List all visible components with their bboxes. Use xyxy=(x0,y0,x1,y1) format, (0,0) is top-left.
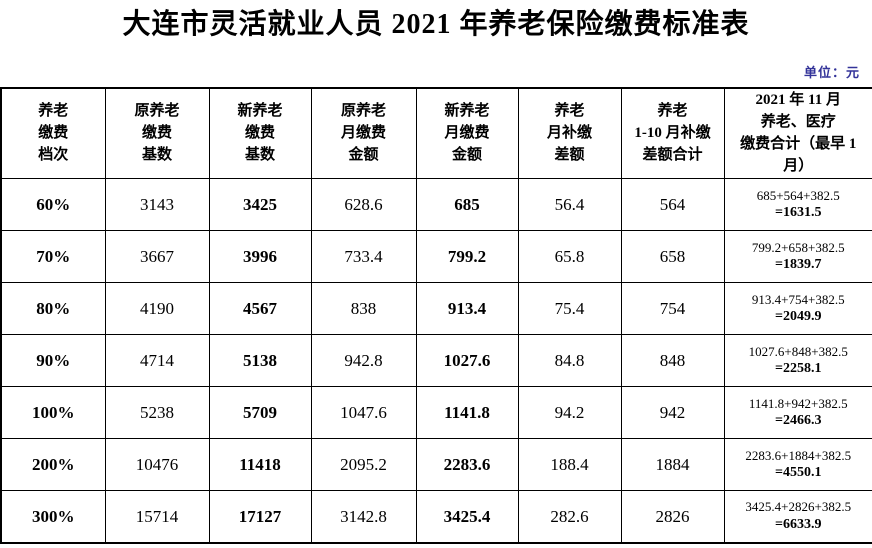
cell-level: 90% xyxy=(0,334,106,388)
cell-new-monthly: 3425.4 xyxy=(415,490,519,544)
cell-diff-total: 942 xyxy=(620,386,725,440)
cell-old-base: 4714 xyxy=(104,334,210,388)
formula-total: =2049.9 xyxy=(775,309,822,325)
cell-old-monthly: 838 xyxy=(310,282,417,336)
formula-expression: 913.4+754+382.5 xyxy=(751,291,845,307)
cell-new-base: 5138 xyxy=(208,334,312,388)
cell-new-monthly: 1027.6 xyxy=(415,334,519,388)
formula-expression: 685+564+382.5 xyxy=(756,187,840,203)
cell-new-monthly: 913.4 xyxy=(415,282,519,336)
formula-total: =1631.5 xyxy=(775,205,822,221)
cell-monthly-diff: 75.4 xyxy=(517,282,622,336)
cell-old-monthly: 733.4 xyxy=(310,230,417,284)
formula-total: =2258.1 xyxy=(775,361,822,377)
cell-old-base: 4190 xyxy=(104,282,210,336)
cell-monthly-diff: 188.4 xyxy=(517,438,622,492)
formula-total: =2466.3 xyxy=(775,413,822,429)
header-payment-level: 养老 缴费 档次 xyxy=(0,87,106,180)
page: 大连市灵活就业人员 2021 年养老保险缴费标准表 单位：元 养老 缴费 档次 … xyxy=(0,7,872,548)
cell-old-base: 5238 xyxy=(104,386,210,440)
header-old-base: 原养老 缴费 基数 xyxy=(104,87,210,180)
header-monthly-diff: 养老 月补缴 差额 xyxy=(517,87,622,180)
formula-total: =6633.9 xyxy=(775,516,822,532)
cell-monthly-diff: 282.6 xyxy=(517,490,622,544)
cell-nov-total: 799.2+658+382.5 =1839.7 xyxy=(723,230,872,284)
cell-diff-total: 1884 xyxy=(620,438,725,492)
cell-diff-total: 658 xyxy=(620,230,725,284)
cell-level: 300% xyxy=(0,490,106,544)
header-old-monthly-amount: 原养老 月缴费 金额 xyxy=(310,87,417,180)
cell-old-base: 10476 xyxy=(104,438,210,492)
cell-diff-total: 564 xyxy=(620,178,725,232)
cell-new-monthly: 1141.8 xyxy=(415,386,519,440)
formula-expression: 3425.4+2826+382.5 xyxy=(745,499,852,515)
cell-monthly-diff: 94.2 xyxy=(517,386,622,440)
cell-level: 80% xyxy=(0,282,106,336)
formula-total: =1839.7 xyxy=(775,257,822,273)
page-title: 大连市灵活就业人员 2021 年养老保险缴费标准表 xyxy=(122,9,750,40)
cell-monthly-diff: 84.8 xyxy=(517,334,622,388)
table-row-300: 300% 15714 17127 3142.8 3425.4 282.6 282… xyxy=(0,490,872,544)
header-new-base: 新养老 缴费 基数 xyxy=(208,87,312,180)
table-row-100: 100% 5238 5709 1047.6 1141.8 94.2 942 11… xyxy=(0,386,872,440)
cell-nov-total: 913.4+754+382.5 =2049.9 xyxy=(723,282,872,336)
cell-new-base: 11418 xyxy=(208,438,312,492)
cell-new-monthly: 799.2 xyxy=(415,230,519,284)
cell-new-base: 4567 xyxy=(208,282,312,336)
unit-label: 单位：元 xyxy=(803,65,860,81)
header-nov-total: 2021 年 11 月 养老、医疗 缴费合计（最早 1 月） xyxy=(723,87,872,180)
cell-new-base: 3425 xyxy=(208,178,312,232)
cell-old-monthly: 942.8 xyxy=(310,334,417,388)
cell-diff-total: 2826 xyxy=(620,490,725,544)
cell-old-monthly: 628.6 xyxy=(310,178,417,232)
cell-new-monthly: 2283.6 xyxy=(415,438,519,492)
cell-level: 100% xyxy=(0,386,106,440)
pension-rate-table: 养老 缴费 档次 原养老 缴费 基数 新养老 缴费 基数 原养老 月缴费 金额 … xyxy=(0,87,872,544)
cell-old-base: 3143 xyxy=(104,178,210,232)
cell-nov-total: 685+564+382.5 =1631.5 xyxy=(723,178,872,232)
table-row-70: 70% 3667 3996 733.4 799.2 65.8 658 799.2… xyxy=(0,230,872,284)
cell-nov-total: 1027.6+848+382.5 =2258.1 xyxy=(723,334,872,388)
cell-nov-total: 2283.6+1884+382.5 =4550.1 xyxy=(723,438,872,492)
cell-level: 200% xyxy=(0,438,106,492)
cell-old-base: 15714 xyxy=(104,490,210,544)
table-row-60: 60% 3143 3425 628.6 685 56.4 564 685+564… xyxy=(0,178,872,232)
cell-new-base: 17127 xyxy=(208,490,312,544)
formula-total: =4550.1 xyxy=(775,465,822,481)
table-row-90: 90% 4714 5138 942.8 1027.6 84.8 848 1027… xyxy=(0,334,872,388)
table-row-200: 200% 10476 11418 2095.2 2283.6 188.4 188… xyxy=(0,438,872,492)
formula-expression: 2283.6+1884+382.5 xyxy=(745,447,852,463)
cell-old-monthly: 3142.8 xyxy=(310,490,417,544)
cell-old-monthly: 1047.6 xyxy=(310,386,417,440)
cell-old-monthly: 2095.2 xyxy=(310,438,417,492)
cell-level: 70% xyxy=(0,230,106,284)
cell-new-base: 3996 xyxy=(208,230,312,284)
cell-new-base: 5709 xyxy=(208,386,312,440)
cell-nov-total: 3425.4+2826+382.5 =6633.9 xyxy=(723,490,872,544)
cell-old-base: 3667 xyxy=(104,230,210,284)
header-new-monthly-amount: 新养老 月缴费 金额 xyxy=(415,87,519,180)
cell-monthly-diff: 56.4 xyxy=(517,178,622,232)
cell-level: 60% xyxy=(0,178,106,232)
formula-expression: 1027.6+848+382.5 xyxy=(748,343,848,359)
table-row-80: 80% 4190 4567 838 913.4 75.4 754 913.4+7… xyxy=(0,282,872,336)
cell-nov-total: 1141.8+942+382.5 =2466.3 xyxy=(723,386,872,440)
header-row: 养老 缴费 档次 原养老 缴费 基数 新养老 缴费 基数 原养老 月缴费 金额 … xyxy=(0,87,872,180)
formula-expression: 1141.8+942+382.5 xyxy=(748,395,848,411)
cell-new-monthly: 685 xyxy=(415,178,519,232)
header-jan-oct-diff-total: 养老 1-10 月补缴 差额合计 xyxy=(620,87,725,180)
formula-expression: 799.2+658+382.5 xyxy=(751,239,845,255)
cell-diff-total: 754 xyxy=(620,282,725,336)
cell-diff-total: 848 xyxy=(620,334,725,388)
cell-monthly-diff: 65.8 xyxy=(517,230,622,284)
